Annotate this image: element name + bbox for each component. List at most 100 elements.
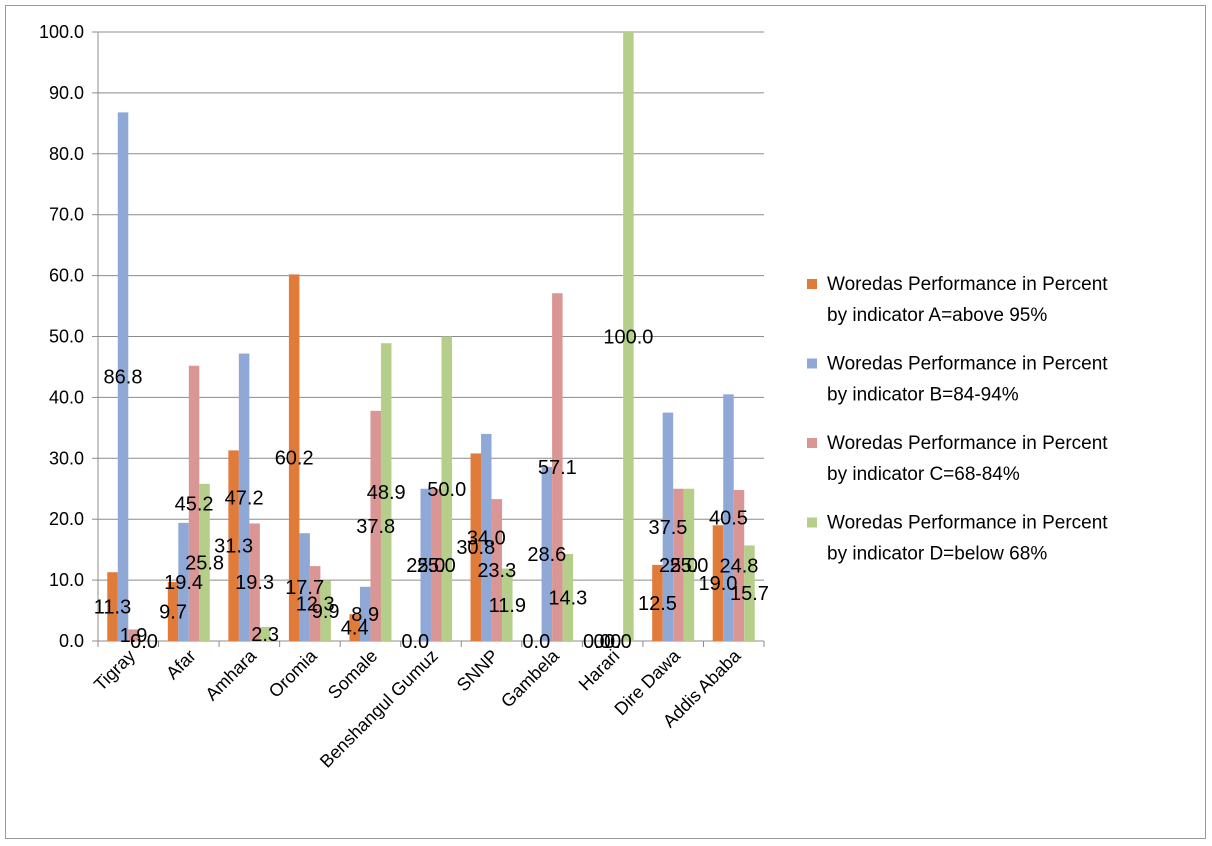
data-label: 31.3: [214, 536, 253, 558]
bar: [309, 566, 321, 641]
bar: [470, 453, 482, 641]
legend-swatch: [807, 438, 817, 448]
bar: [128, 629, 139, 641]
bar: [259, 626, 271, 641]
data-label: 8.9: [351, 604, 379, 626]
data-label: 37.8: [356, 516, 395, 538]
data-label: 9.7: [159, 601, 187, 623]
x-tick-label: Amhara: [201, 645, 260, 704]
bar: [299, 533, 310, 641]
legend-entry-label: Woredas Performance in Percent: [827, 513, 1108, 534]
data-label: 12.3: [296, 594, 335, 616]
data-label: 19.3: [235, 572, 274, 594]
legend-swatch: [807, 358, 817, 369]
y-tick-label: 30.0: [49, 448, 84, 468]
legend-entry-label: by indicator C=68-84%: [827, 464, 1020, 485]
y-tick-label: 60.0: [49, 266, 84, 286]
bar: [431, 488, 442, 641]
bar: [491, 499, 503, 641]
bar: [199, 483, 210, 641]
legend-swatch: [807, 279, 817, 289]
data-label: 25.0: [417, 555, 456, 577]
y-tick-label: 20.0: [49, 509, 84, 529]
data-label: 40.5: [709, 508, 748, 530]
y-tick-label: 0.0: [59, 631, 84, 651]
bar: [652, 564, 663, 641]
data-label: 9.9: [312, 601, 340, 623]
legend-entry-label: Woredas Performance in Percent: [827, 354, 1108, 375]
legend-entry-label: by indicator D=below 68%: [827, 544, 1047, 565]
bar: [673, 488, 684, 641]
legend-entry-label: by indicator B=84-94%: [827, 385, 1019, 406]
data-label: 0.0: [593, 631, 621, 653]
bar: [420, 488, 431, 641]
bar: [288, 274, 300, 641]
data-label: 50.0: [427, 479, 466, 501]
data-label: 4.4: [341, 618, 369, 640]
data-label: 1.9: [120, 625, 148, 647]
bar: [320, 580, 331, 641]
y-tick-label: 80.0: [49, 144, 84, 164]
data-label: 100.0: [603, 327, 653, 349]
x-tick-label: Oromia: [265, 645, 322, 702]
x-tick-label: Harari: [575, 646, 624, 695]
legend-entry-label: Woredas Performance in Percent: [827, 433, 1108, 454]
bar: [167, 581, 179, 641]
data-label: 23.3: [477, 560, 516, 582]
data-label: 15.7: [730, 583, 769, 605]
data-label: 17.7: [285, 577, 324, 599]
data-label: 0.0: [604, 631, 632, 653]
data-label: 0.0: [401, 631, 429, 653]
data-label: 24.8: [720, 555, 759, 577]
x-tick-label: SNNP: [453, 646, 503, 696]
bar: [744, 545, 755, 641]
x-tick-label: Gambela: [497, 645, 563, 711]
x-tick-label: Benshangul Gumuz: [316, 646, 442, 772]
bar: [349, 614, 360, 641]
legend-swatch: [807, 517, 817, 528]
data-label: 14.3: [548, 587, 587, 609]
data-label: 37.5: [648, 517, 687, 539]
bar: [623, 32, 634, 641]
bar: [249, 523, 260, 641]
bar: [359, 586, 371, 641]
data-label: 28.6: [527, 544, 566, 566]
bar: [238, 353, 250, 641]
y-tick-label: 90.0: [49, 83, 84, 103]
bar: [107, 572, 118, 641]
y-tick-label: 10.0: [49, 570, 84, 590]
chart-frame: [5, 5, 1206, 839]
data-label: 12.5: [638, 593, 677, 615]
bar: [188, 365, 200, 641]
data-label: 11.3: [94, 597, 131, 619]
bar: [370, 410, 381, 641]
bar: [178, 522, 189, 641]
bar: [562, 553, 574, 641]
data-label: 47.2: [225, 487, 264, 509]
bar: [228, 450, 239, 641]
data-label: 30.8: [456, 537, 495, 559]
data-label: 60.2: [275, 448, 314, 470]
data-label: 25.0: [669, 555, 708, 577]
data-label: 25.0: [659, 555, 698, 577]
data-label: 57.1: [538, 457, 577, 479]
data-label: 34.0: [467, 527, 506, 549]
x-tick-label: Afar: [162, 646, 199, 683]
bar: [502, 568, 513, 641]
x-tick-label: Somale: [324, 646, 381, 703]
data-label: 11.9: [489, 595, 526, 617]
data-label: 45.2: [175, 493, 214, 515]
y-tick-label: 100.0: [39, 22, 84, 42]
data-label: 25.0: [406, 555, 445, 577]
data-label: 25.8: [185, 552, 224, 574]
bar: [441, 336, 452, 641]
y-tick-label: 50.0: [49, 327, 84, 347]
bar: [723, 394, 734, 641]
y-tick-label: 70.0: [49, 205, 84, 225]
legend-entry-label: Woredas Performance in Percent: [827, 274, 1108, 295]
bar: [380, 343, 392, 641]
data-label: 0.0: [130, 631, 158, 653]
data-label: 19.4: [164, 572, 203, 594]
bar: [733, 489, 745, 641]
